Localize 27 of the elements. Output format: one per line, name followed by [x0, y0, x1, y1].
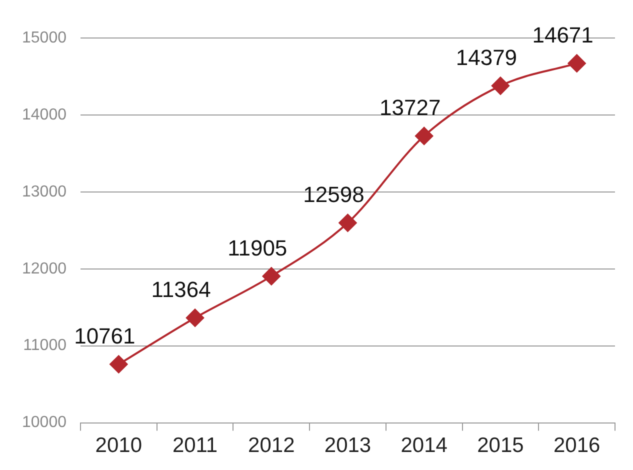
y-tick-label: 11000 [23, 337, 67, 354]
data-label: 12598 [303, 182, 364, 207]
y-tick-label: 10000 [22, 414, 67, 432]
point [186, 308, 204, 327]
point [415, 126, 434, 145]
y-tick-label: 14000 [22, 106, 67, 124]
x-tick-label: 2016 [553, 434, 600, 458]
data-label: 14379 [456, 44, 518, 70]
point [110, 355, 128, 374]
x-tick-label: 2015 [477, 434, 524, 458]
y-tick-label: 13000 [22, 183, 67, 200]
x-tick-label: 2012 [248, 434, 295, 458]
x-tick-label: 2010 [95, 434, 142, 458]
data-label: 11364 [151, 276, 211, 302]
point [491, 76, 510, 95]
point [262, 267, 280, 286]
point [338, 214, 357, 232]
y-tick-label: 12000 [22, 260, 67, 278]
data-label: 10761 [74, 323, 136, 348]
x-tick-label: 2014 [400, 434, 448, 458]
x-tick-label: 2013 [324, 434, 372, 458]
x-tick-label: 2011 [172, 434, 218, 458]
data-label: 11905 [228, 235, 288, 260]
point [568, 54, 586, 72]
y-tick-label: 15000 [22, 29, 67, 46]
data-label: 14671 [532, 22, 594, 48]
data-label: 13727 [380, 95, 441, 120]
